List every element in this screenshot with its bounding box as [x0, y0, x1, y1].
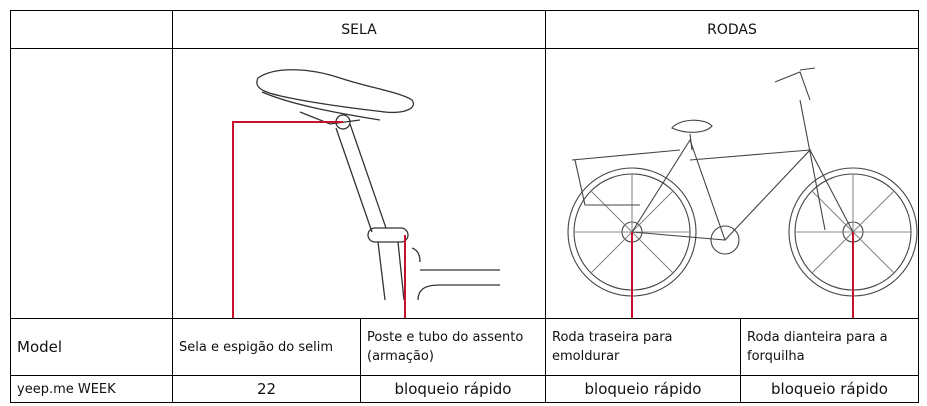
cell: Model [10, 318, 173, 376]
cell: yeep.me WEEK [10, 375, 173, 403]
data-row: yeep.me WEEK 22 bloqueio rápido bloqueio… [10, 375, 919, 403]
cell: Roda dianteira para a forquilha [740, 318, 919, 376]
cell: bloqueio rápido [545, 375, 741, 403]
cell: bloqueio rápido [740, 375, 919, 403]
saddle-image-cell [172, 48, 546, 319]
spec-table: SELA RODAS Model Sela e espigão do selim… [10, 10, 919, 403]
cell: bloqueio rápido [360, 375, 546, 403]
image-row [10, 48, 919, 319]
cell: Roda traseira para emoldurar [545, 318, 741, 376]
cell: Poste e tubo do assento (armação) [360, 318, 546, 376]
header-row: SELA RODAS [10, 10, 919, 49]
group-header: RODAS [545, 10, 919, 49]
group-header: SELA [172, 10, 546, 49]
cell: 22 [172, 375, 361, 403]
wheel-image-cell [545, 48, 919, 319]
cell: Sela e espigão do selim [172, 318, 361, 376]
label-row: Model Sela e espigão do selim Poste e tu… [10, 318, 919, 376]
empty-cell [10, 48, 173, 319]
empty-cell [10, 10, 173, 49]
